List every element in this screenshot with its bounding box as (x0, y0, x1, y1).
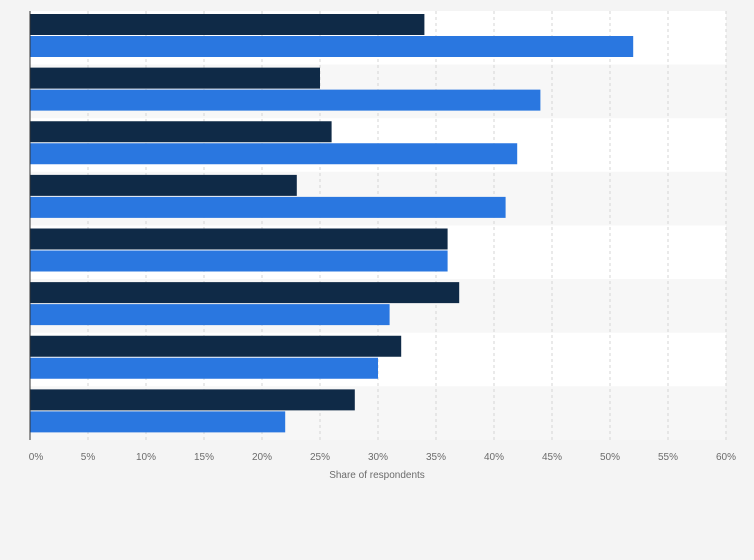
bar-series-1-row-2[interactable] (30, 67, 320, 89)
bar-series-1-row-5[interactable] (30, 228, 448, 250)
bar-series-2-row-2[interactable] (30, 89, 541, 111)
bar-series-1-row-8[interactable] (30, 389, 355, 411)
x-tick-label: 45% (542, 452, 562, 463)
x-tick-label: 40% (484, 452, 504, 463)
x-tick-label: 35% (426, 452, 446, 463)
bars (30, 14, 634, 433)
bar-series-2-row-6[interactable] (30, 304, 390, 326)
x-tick-label: 10% (136, 452, 156, 463)
bar-series-2-row-5[interactable] (30, 250, 448, 272)
bar-series-2-row-7[interactable] (30, 357, 378, 379)
bar-series-2-row-4[interactable] (30, 196, 506, 218)
x-tick-label: 25% (310, 452, 330, 463)
bar-series-2-row-3[interactable] (30, 143, 518, 165)
x-tick-label: 20% (252, 452, 272, 463)
bar-series-1-row-1[interactable] (30, 14, 425, 35)
axes: 0% 5% 10% 15% 20% 25% 30% 35% 40% 45% 50% 55% 60% (29, 11, 736, 463)
bar-series-1-row-3[interactable] (30, 121, 332, 143)
bar-series-1-row-4[interactable] (30, 174, 297, 196)
x-tick-label: 30% (368, 452, 388, 463)
x-tick-label: 5% (81, 452, 96, 463)
x-tick-label: 0% (29, 452, 44, 463)
x-tick-label: 60% (716, 452, 736, 463)
x-tick-label: 55% (658, 452, 678, 463)
bar-series-2-row-8[interactable] (30, 411, 286, 433)
bar-series-1-row-6[interactable] (30, 282, 460, 304)
bar-series-1-row-7[interactable] (30, 335, 402, 357)
x-tick-label: 50% (600, 452, 620, 463)
x-axis-title: Share of respondents (329, 470, 425, 481)
x-tick-label: 15% (194, 452, 214, 463)
bar-series-2-row-1[interactable] (30, 36, 634, 57)
